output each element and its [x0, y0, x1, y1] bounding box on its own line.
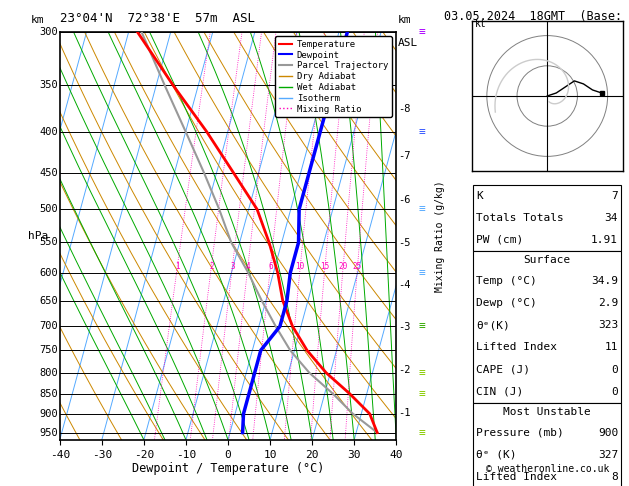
Bar — [473, 185, 621, 251]
Text: Mixing Ratio (g/kg): Mixing Ratio (g/kg) — [435, 180, 445, 292]
Text: -1: -1 — [398, 408, 411, 418]
Text: ≡: ≡ — [418, 368, 425, 378]
Text: 20: 20 — [338, 262, 348, 271]
Text: 850: 850 — [40, 389, 58, 399]
Text: 2.9: 2.9 — [598, 298, 618, 308]
Text: 600: 600 — [40, 268, 58, 278]
Text: 1: 1 — [175, 262, 180, 271]
Text: 650: 650 — [40, 295, 58, 306]
Text: 800: 800 — [40, 368, 58, 378]
Text: ≡: ≡ — [418, 27, 425, 36]
Text: 450: 450 — [40, 168, 58, 178]
Text: 15: 15 — [320, 262, 330, 271]
Text: 550: 550 — [40, 238, 58, 247]
Text: Temp (°C): Temp (°C) — [476, 276, 537, 286]
Text: 0: 0 — [611, 387, 618, 397]
Text: ≡: ≡ — [418, 204, 425, 214]
Text: ASL: ASL — [398, 38, 418, 48]
Text: -8: -8 — [398, 104, 411, 114]
Text: ≡: ≡ — [418, 428, 425, 437]
Text: 950: 950 — [40, 428, 58, 437]
Text: CAPE (J): CAPE (J) — [476, 364, 530, 375]
Text: 34.9: 34.9 — [591, 276, 618, 286]
Text: CIN (J): CIN (J) — [476, 387, 523, 397]
Text: ≡: ≡ — [418, 321, 425, 331]
Text: -6: -6 — [398, 195, 411, 205]
Text: ≡: ≡ — [418, 389, 425, 399]
Text: -5: -5 — [398, 238, 411, 248]
Text: θᵉ (K): θᵉ (K) — [476, 450, 517, 460]
Text: 6: 6 — [268, 262, 273, 271]
Text: -3: -3 — [398, 322, 411, 332]
Text: 500: 500 — [40, 204, 58, 214]
Text: 900: 900 — [598, 428, 618, 438]
Text: 1.91: 1.91 — [591, 235, 618, 245]
Text: 0: 0 — [611, 364, 618, 375]
Text: Lifted Index: Lifted Index — [476, 342, 557, 352]
Text: 900: 900 — [40, 409, 58, 419]
Text: Dewp (°C): Dewp (°C) — [476, 298, 537, 308]
Text: -4: -4 — [398, 280, 411, 290]
Text: 25: 25 — [353, 262, 362, 271]
Text: 750: 750 — [40, 346, 58, 355]
Text: 350: 350 — [40, 80, 58, 90]
Text: 400: 400 — [40, 127, 58, 137]
Text: Lifted Index: Lifted Index — [476, 472, 557, 482]
Bar — [473, 403, 621, 486]
Text: θᵉ(K): θᵉ(K) — [476, 320, 510, 330]
Text: 327: 327 — [598, 450, 618, 460]
Text: Most Unstable: Most Unstable — [503, 407, 591, 417]
Text: 700: 700 — [40, 321, 58, 331]
Text: ≡: ≡ — [418, 268, 425, 278]
Text: km: km — [31, 16, 45, 25]
Text: Totals Totals: Totals Totals — [476, 213, 564, 223]
Text: 323: 323 — [598, 320, 618, 330]
Text: km: km — [398, 16, 411, 25]
Text: ≡: ≡ — [418, 127, 425, 137]
Text: K: K — [476, 191, 483, 201]
Text: 11: 11 — [604, 342, 618, 352]
Text: 10: 10 — [296, 262, 305, 271]
Text: -7: -7 — [398, 151, 411, 161]
Text: 8: 8 — [611, 472, 618, 482]
Text: 03.05.2024  18GMT  (Base: 06): 03.05.2024 18GMT (Base: 06) — [444, 10, 629, 22]
Text: 3: 3 — [230, 262, 235, 271]
Text: Surface: Surface — [523, 256, 571, 265]
Text: 34: 34 — [604, 213, 618, 223]
Text: hPa: hPa — [28, 231, 48, 241]
Text: © weatheronline.co.uk: © weatheronline.co.uk — [486, 464, 609, 474]
Text: Pressure (mb): Pressure (mb) — [476, 428, 564, 438]
Text: 2: 2 — [209, 262, 214, 271]
X-axis label: Dewpoint / Temperature (°C): Dewpoint / Temperature (°C) — [132, 462, 324, 475]
Text: -2: -2 — [398, 364, 411, 375]
Text: 4: 4 — [245, 262, 250, 271]
Bar — [473, 251, 621, 403]
Text: 300: 300 — [40, 27, 58, 36]
Text: 7: 7 — [611, 191, 618, 201]
Legend: Temperature, Dewpoint, Parcel Trajectory, Dry Adiabat, Wet Adiabat, Isotherm, Mi: Temperature, Dewpoint, Parcel Trajectory… — [275, 36, 392, 117]
Text: kt: kt — [475, 18, 486, 29]
Text: 23°04'N  72°38'E  57m  ASL: 23°04'N 72°38'E 57m ASL — [60, 12, 255, 25]
Text: PW (cm): PW (cm) — [476, 235, 523, 245]
